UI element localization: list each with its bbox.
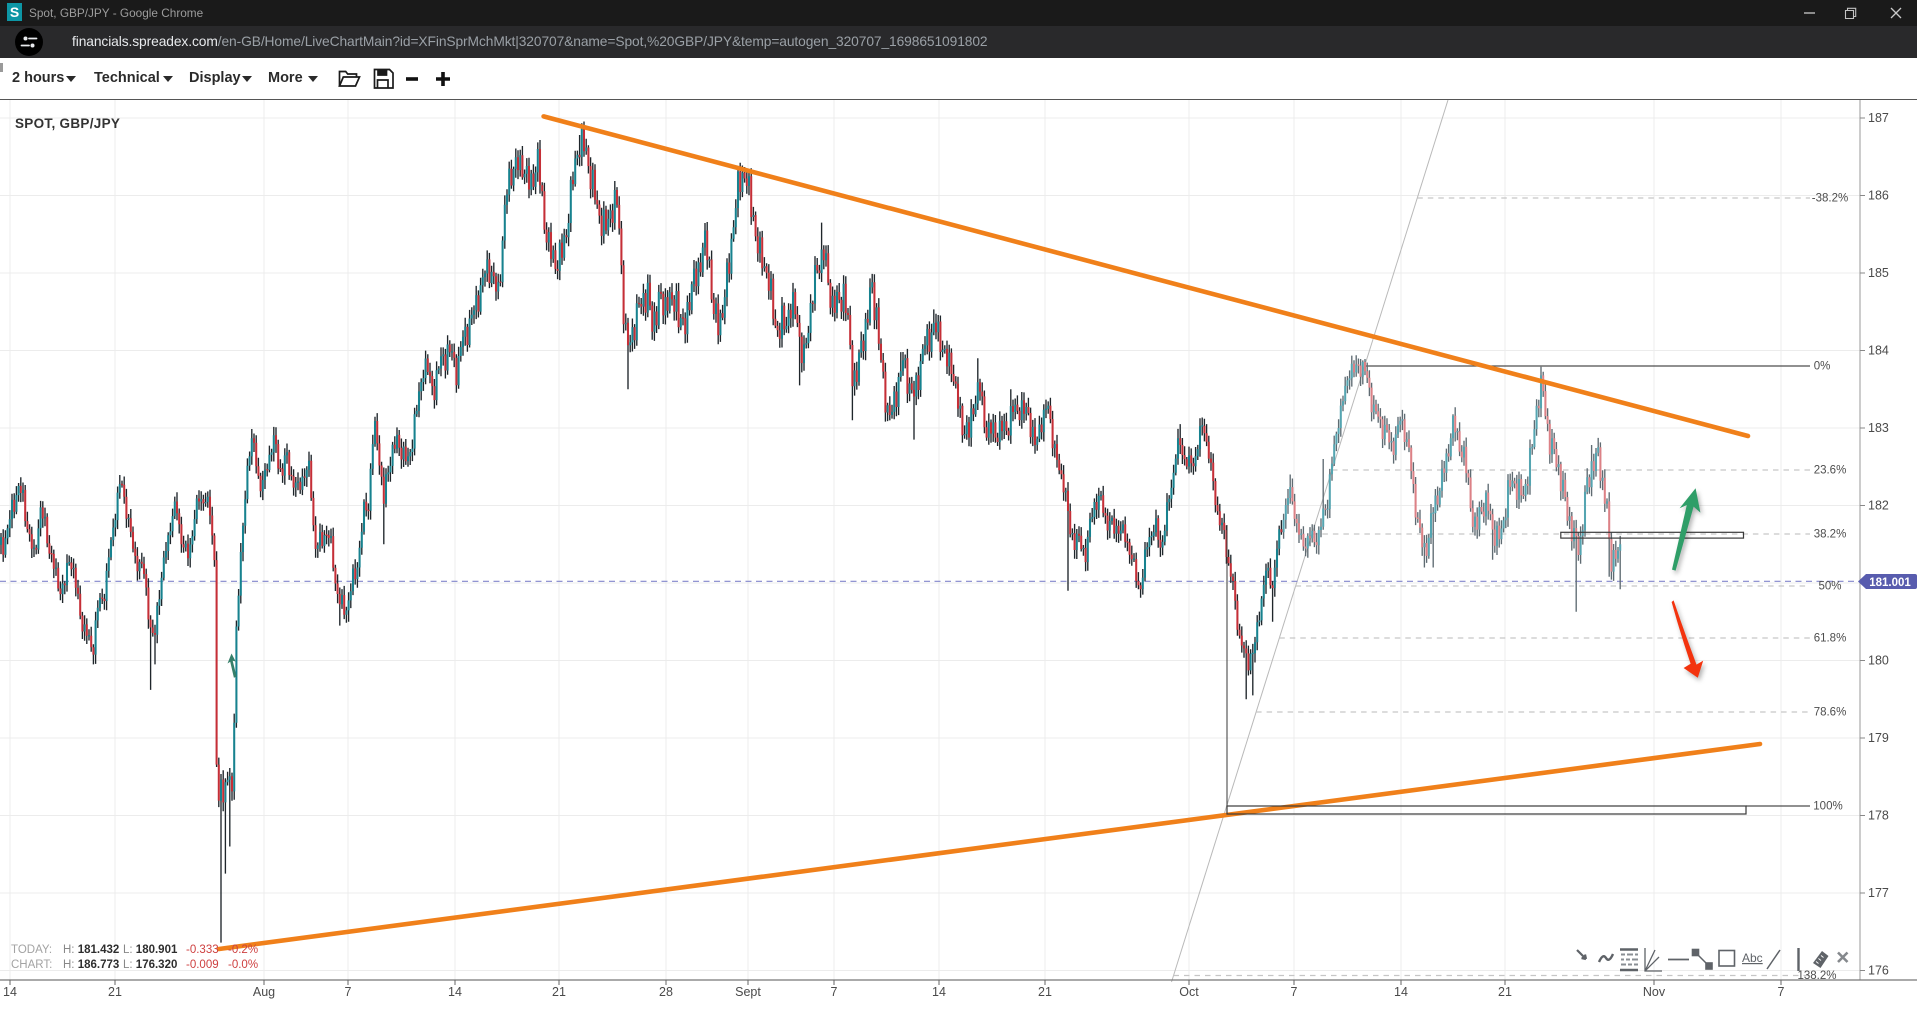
svg-text:21: 21 [552,985,566,999]
svg-text:14: 14 [1394,985,1408,999]
svg-text:185: 185 [1868,266,1889,280]
svg-text:-38.2%: -38.2% [1812,193,1848,205]
svg-text:H: 186.773: H: 186.773 [63,959,119,971]
svg-text:Aug: Aug [253,985,275,999]
svg-text:SPOT, GBP/JPY: SPOT, GBP/JPY [15,116,120,131]
svg-text:176: 176 [1868,964,1889,978]
svg-text:14: 14 [3,985,17,999]
svg-text:38.2%: 38.2% [1814,529,1847,541]
svg-text:Oct: Oct [1179,985,1199,999]
svg-text:178: 178 [1868,809,1889,823]
svg-text:183: 183 [1868,421,1889,435]
svg-text:14: 14 [448,985,462,999]
svg-text:TODAY:: TODAY: [11,944,52,956]
svg-text:7: 7 [1778,985,1785,999]
svg-text:7: 7 [1291,985,1298,999]
svg-text:28: 28 [659,985,673,999]
svg-text:-0.0%: -0.0% [228,959,258,971]
svg-text:7: 7 [831,985,838,999]
svg-text:Nov: Nov [1643,985,1666,999]
svg-text:180: 180 [1868,654,1889,668]
svg-text:7: 7 [345,985,352,999]
svg-text:78.6%: 78.6% [1814,707,1847,719]
svg-text:0%: 0% [1814,361,1831,373]
svg-text:61.8%: 61.8% [1814,633,1847,645]
svg-text:L: 176.320: L: 176.320 [123,959,177,971]
svg-text:L: 180.901: L: 180.901 [123,944,178,956]
svg-text:-0.333: -0.333 [186,944,219,956]
svg-text:184: 184 [1868,344,1889,358]
svg-text:138.2%: 138.2% [1797,970,1836,982]
svg-text:21: 21 [108,985,122,999]
svg-text:-0.009: -0.009 [186,959,219,971]
svg-text:21: 21 [1498,985,1512,999]
svg-text:23.6%: 23.6% [1814,465,1847,477]
svg-text:50%: 50% [1818,581,1841,593]
svg-text:H: 181.432: H: 181.432 [63,944,119,956]
svg-text:186: 186 [1868,189,1889,203]
svg-text:177: 177 [1868,886,1889,900]
svg-text:187: 187 [1868,111,1889,125]
svg-text:-0.2%: -0.2% [228,944,258,956]
svg-text:21: 21 [1038,985,1052,999]
svg-text:Abc: Abc [1742,951,1763,965]
svg-text:179: 179 [1868,731,1889,745]
svg-text:Sept: Sept [735,985,761,999]
svg-text:100%: 100% [1813,801,1842,813]
svg-text:CHART:: CHART: [11,959,52,971]
svg-text:181.001: 181.001 [1869,577,1911,589]
svg-text:182: 182 [1868,499,1889,513]
svg-text:14: 14 [932,985,946,999]
